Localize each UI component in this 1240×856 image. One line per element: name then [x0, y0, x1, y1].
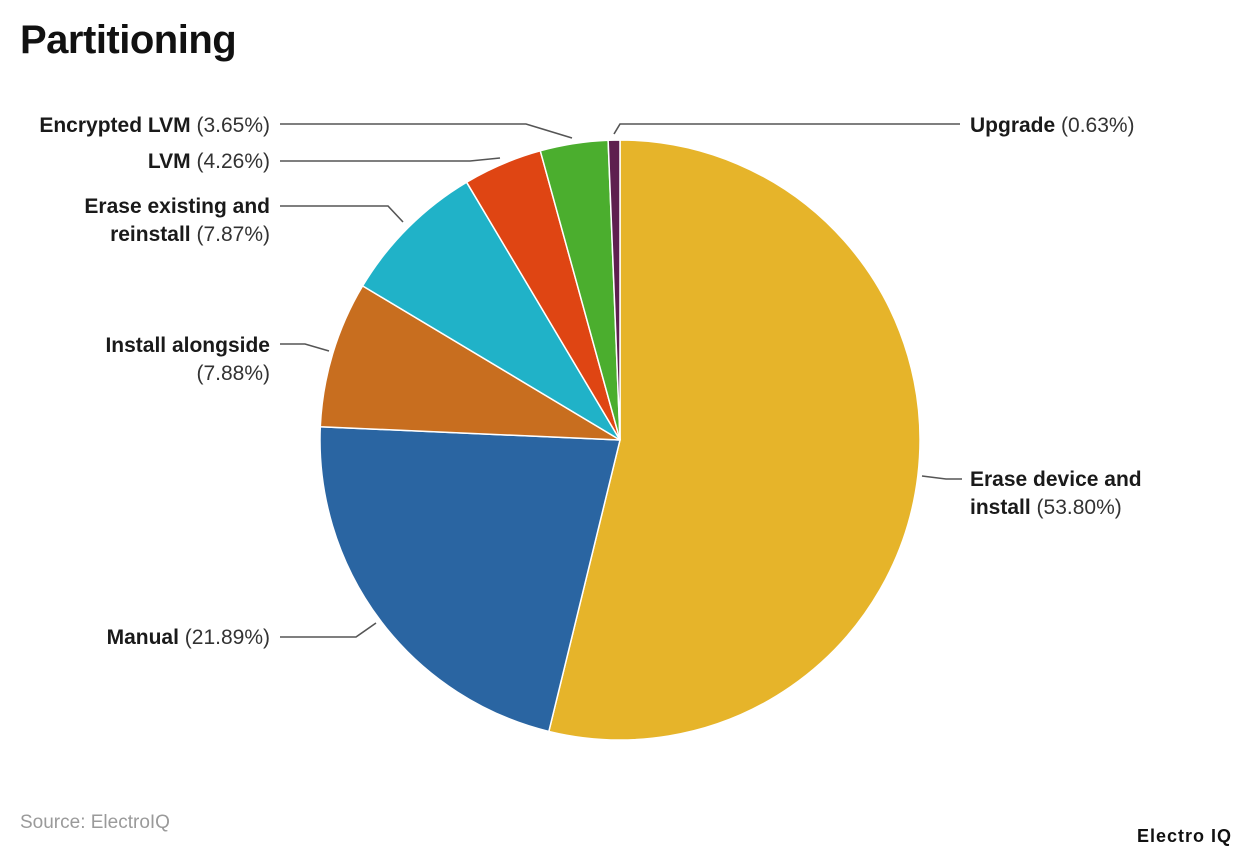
slice-label: Manual (21.89%): [107, 626, 270, 649]
leader-line: [280, 343, 330, 352]
slice-label: Erase existing and reinstall (7.87%): [84, 195, 270, 246]
leader-line: [280, 205, 404, 223]
slice-label: LVM (4.26%): [148, 150, 270, 173]
slice-label-percent: (0.63%): [1055, 114, 1134, 137]
slice-label-name: reinstall: [110, 223, 191, 246]
slice-label: Install alongside (7.88%): [105, 334, 270, 385]
slice-label-percent: (7.87%): [191, 223, 270, 246]
slice-label-name: Erase existing and: [84, 195, 270, 218]
pie-slice-erase-device-and-install: [548, 139, 921, 741]
brand-logo: Electro IQ: [1136, 826, 1232, 846]
slice-label: Upgrade (0.63%): [970, 114, 1135, 137]
leader-line: [280, 622, 377, 638]
slice-label-percent: (7.88%): [196, 362, 270, 385]
slice-label-name: Upgrade: [970, 114, 1055, 137]
slice-label: Encrypted LVM (3.65%): [39, 114, 270, 137]
slice-label-name: Install alongside: [105, 334, 270, 357]
slice-label-percent: (53.80%): [1031, 496, 1122, 519]
pie-slice-upgrade: [607, 139, 621, 441]
slice-label-name: Manual: [107, 626, 179, 649]
slice-label-percent: (21.89%): [179, 626, 270, 649]
leader-line: [613, 123, 960, 135]
leader-lines: [280, 123, 962, 638]
pie-slice-erase-existing-and-reinstall: [361, 181, 621, 441]
leader-line: [280, 157, 501, 162]
slice-label-name: Encrypted LVM: [39, 114, 190, 137]
pie-slice-manual: [319, 425, 621, 733]
leader-line: [280, 123, 573, 139]
slice-label: Erase device and install (53.80%): [970, 468, 1142, 519]
slice-label-name: Erase device and: [970, 468, 1142, 491]
chart-title: Partitioning: [20, 18, 237, 62]
slice-label-name: install: [970, 496, 1031, 519]
slice-label-name: LVM: [148, 150, 191, 173]
leader-line: [921, 475, 962, 480]
pie-slice-install-alongside: [319, 285, 621, 441]
source-note: Source: ElectroIQ: [20, 812, 170, 833]
slice-labels: Erase device and install (53.80%) Manual (…: [39, 114, 1141, 649]
slice-label-percent: (4.26%): [191, 150, 270, 173]
pie-slices: [319, 139, 921, 741]
slice-label-percent: (3.65%): [191, 114, 270, 137]
